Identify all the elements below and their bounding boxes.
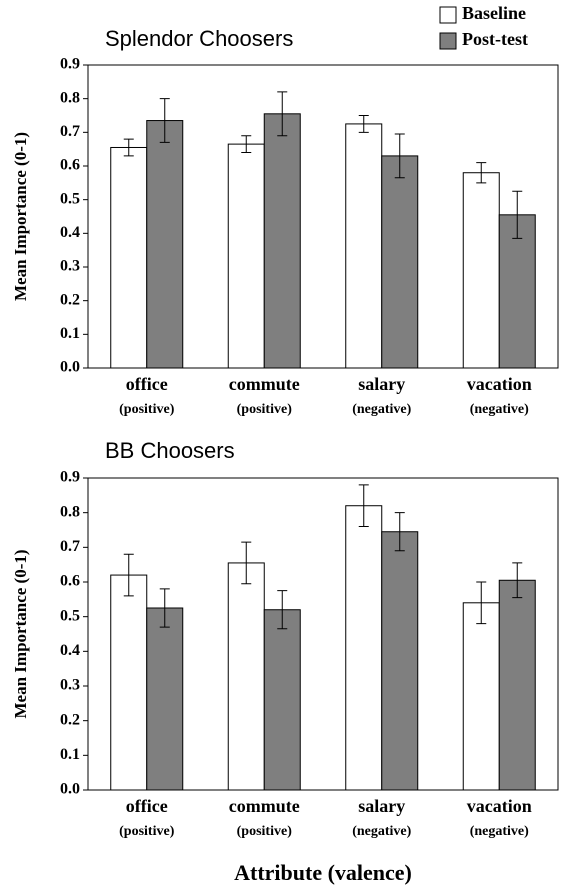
bar bbox=[146, 607, 184, 791]
bar bbox=[462, 172, 500, 369]
x-tick-sublabel: (negative) bbox=[470, 824, 529, 839]
bar bbox=[110, 574, 148, 791]
bar bbox=[345, 123, 383, 369]
error-bar bbox=[123, 138, 134, 157]
x-tick-label: commute bbox=[229, 796, 300, 816]
y-tick-label: 0.8 bbox=[60, 89, 80, 106]
y-tick-label: 0.6 bbox=[60, 573, 80, 590]
bar bbox=[263, 113, 301, 369]
error-bar bbox=[241, 135, 252, 154]
y-axis-label: Mean Importance (0-1) bbox=[11, 549, 30, 718]
x-tick-sublabel: (negative) bbox=[352, 402, 411, 417]
error-bar bbox=[358, 115, 369, 133]
y-tick-label: 0.9 bbox=[60, 56, 80, 73]
y-tick-label: 0.5 bbox=[60, 190, 80, 207]
x-tick-label: office bbox=[126, 796, 168, 816]
x-tick-sublabel: (positive) bbox=[237, 824, 293, 839]
x-tick-sublabel: (positive) bbox=[237, 402, 293, 417]
y-tick-label: 0.3 bbox=[60, 258, 80, 275]
x-tick-label: commute bbox=[229, 374, 300, 394]
y-tick-label: 0.1 bbox=[60, 325, 80, 342]
bar bbox=[227, 562, 265, 791]
x-tick-label: vacation bbox=[467, 796, 532, 816]
x-tick-sublabel: (positive) bbox=[119, 402, 175, 417]
bar bbox=[498, 214, 536, 369]
y-tick-label: 0.2 bbox=[60, 291, 80, 308]
y-tick-label: 0.0 bbox=[60, 781, 80, 798]
error-bar bbox=[476, 581, 487, 625]
error-bar bbox=[358, 484, 369, 528]
bar bbox=[227, 143, 265, 369]
bar bbox=[110, 146, 148, 369]
y-tick-label: 0.7 bbox=[60, 123, 80, 140]
bar bbox=[498, 579, 536, 791]
axes bbox=[87, 64, 559, 369]
chart-title: Splendor Choosers bbox=[105, 26, 293, 51]
error-bar bbox=[512, 190, 523, 239]
legend-label: Baseline bbox=[462, 3, 526, 23]
y-tick-label: 0.1 bbox=[60, 746, 80, 763]
bar bbox=[462, 602, 500, 791]
y-tick-label: 0.9 bbox=[60, 469, 80, 486]
x-tick-label: vacation bbox=[467, 374, 532, 394]
bar bbox=[263, 609, 301, 791]
legend-label: Post-test bbox=[462, 29, 528, 49]
bar bbox=[381, 155, 419, 369]
bar bbox=[381, 531, 419, 791]
error-bar bbox=[277, 590, 288, 630]
y-tick-label: 0.4 bbox=[60, 224, 80, 241]
axes bbox=[87, 477, 559, 791]
error-bar bbox=[159, 588, 170, 628]
y-tick-label: 0.8 bbox=[60, 503, 80, 520]
y-tick-label: 0.3 bbox=[60, 677, 80, 694]
error-bar bbox=[159, 98, 170, 143]
error-bar bbox=[394, 512, 405, 552]
x-tick-sublabel: (positive) bbox=[119, 824, 175, 839]
x-tick-label: salary bbox=[358, 796, 405, 816]
x-tick-label: office bbox=[126, 374, 168, 394]
x-tick-label: salary bbox=[358, 374, 405, 394]
y-tick-label: 0.5 bbox=[60, 607, 80, 624]
bar bbox=[146, 120, 184, 369]
error-bar bbox=[277, 91, 288, 137]
y-axis-label: Mean Importance (0-1) bbox=[11, 132, 30, 301]
x-tick-sublabel: (negative) bbox=[470, 402, 529, 417]
bar bbox=[345, 505, 383, 791]
legend-swatch bbox=[439, 6, 457, 24]
error-bar bbox=[123, 553, 134, 597]
y-tick-label: 0.6 bbox=[60, 157, 80, 174]
chart-title: BB Choosers bbox=[105, 438, 235, 463]
legend-swatch bbox=[439, 32, 457, 50]
error-bar bbox=[241, 541, 252, 585]
y-tick-label: 0.2 bbox=[60, 711, 80, 728]
y-tick-label: 0.4 bbox=[60, 642, 80, 659]
error-bar bbox=[512, 562, 523, 599]
x-tick-sublabel: (negative) bbox=[352, 824, 411, 839]
x-axis-label: Attribute (valence) bbox=[234, 860, 412, 885]
y-tick-label: 0.7 bbox=[60, 538, 80, 555]
y-tick-label: 0.0 bbox=[60, 359, 80, 376]
error-bar bbox=[394, 133, 405, 179]
error-bar bbox=[476, 162, 487, 184]
